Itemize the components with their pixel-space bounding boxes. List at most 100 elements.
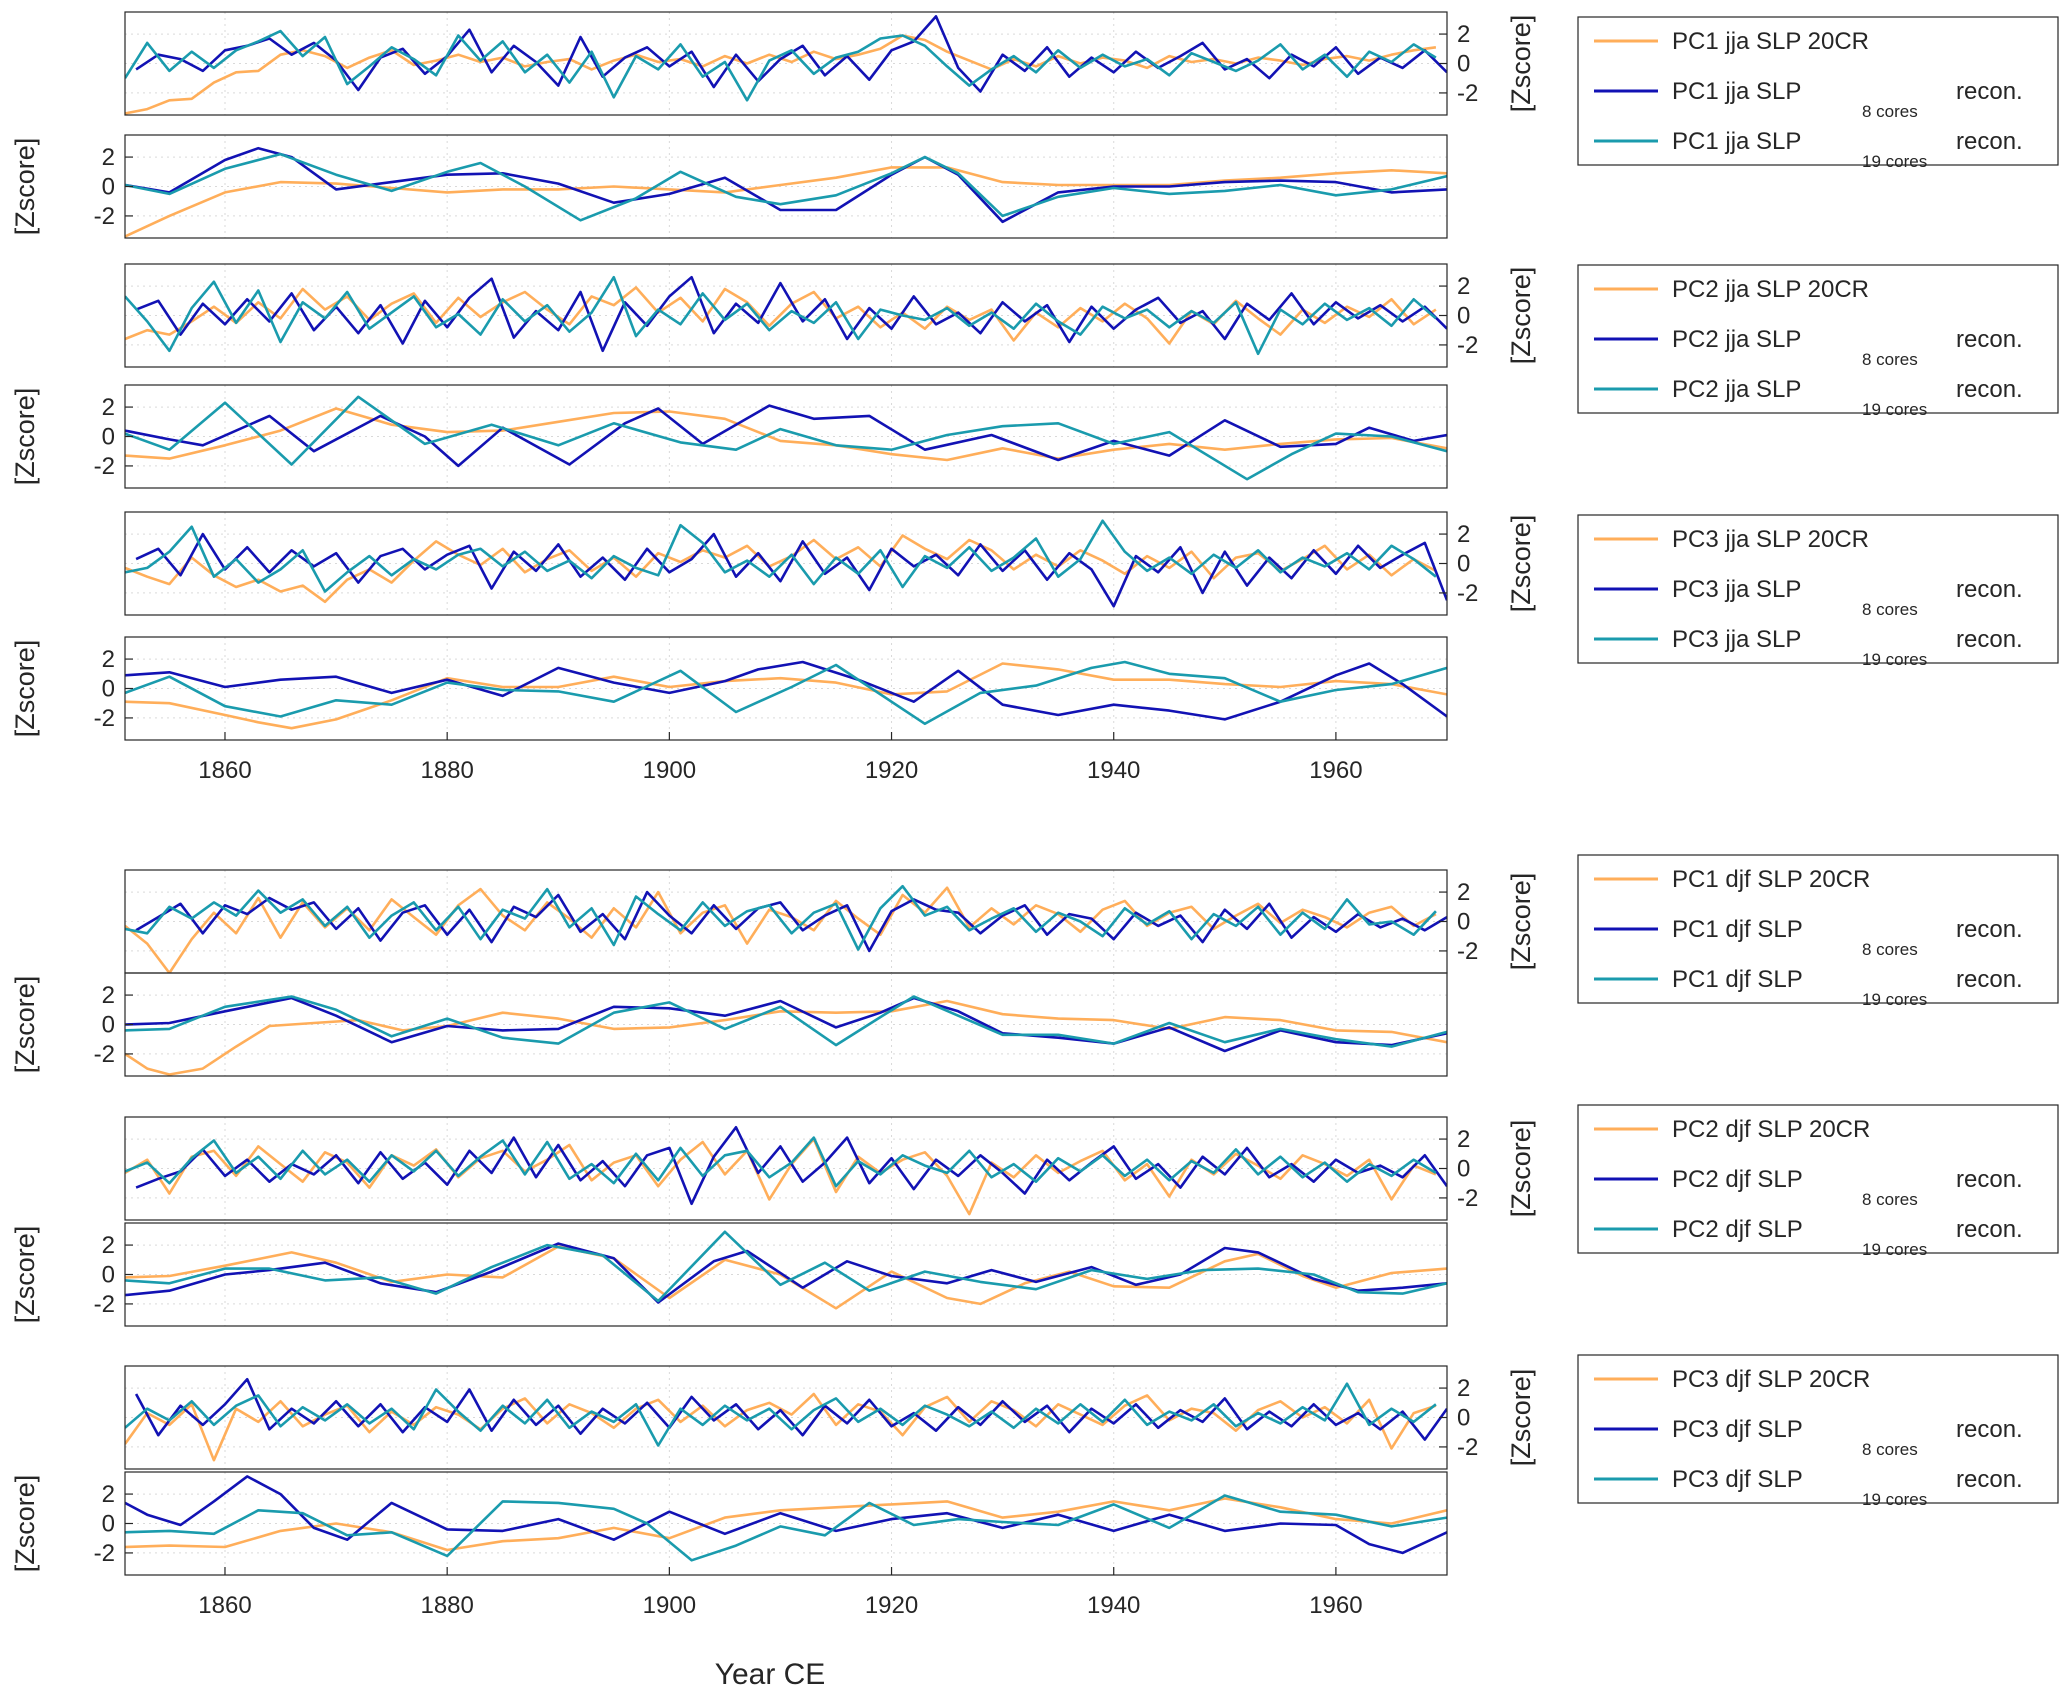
y-tick-label: -2: [94, 1291, 115, 1318]
series-line: [135, 890, 1447, 953]
y-tick-label: 0: [102, 1262, 115, 1289]
series-line: [125, 660, 1447, 726]
series-line: [125, 996, 1447, 1053]
y-axis-label: [Zscore]: [10, 1226, 40, 1324]
legend-label: PC2 jja SLP 20CR: [1672, 276, 1869, 303]
y-tick-label: 2: [102, 1481, 115, 1508]
legend-subscript: 19 cores: [1862, 1240, 1927, 1259]
series-line: [125, 1242, 1447, 1304]
panel: -20 2 [Zscore]: [124, 511, 1536, 616]
legend-label: PC3 djf SLP: [1672, 1416, 1803, 1443]
legend-label: PC1 djf SLP: [1672, 966, 1803, 993]
y-tick-label: 2: [1457, 521, 1470, 548]
legend: PC3 jja SLP 20CR PC3 jja SLP 8 cores recon.…: [1577, 514, 2059, 669]
legend-label: PC1 djf SLP 20CR: [1672, 866, 1870, 893]
panel: -20 2 [Zscore] 1860 1880 1900 1920 1940 1960: [10, 1471, 1448, 1619]
series-line: [125, 999, 1447, 1076]
y-tick-label: 0: [102, 1012, 115, 1039]
y-tick-label: -2: [94, 453, 115, 480]
legend-subscript: 19 cores: [1862, 400, 1927, 419]
series-line: [125, 1494, 1447, 1562]
legend-suffix: recon.: [1956, 1416, 2023, 1443]
panel: -20 2 [Zscore]: [124, 1365, 1536, 1470]
y-axis-label: [Zscore]: [1506, 873, 1536, 971]
legend-label: PC3 jja SLP: [1672, 626, 1801, 653]
series-line: [125, 1230, 1447, 1303]
legend-subscript: 19 cores: [1862, 152, 1927, 171]
series-line: [125, 519, 1437, 593]
series-line: [125, 660, 1447, 721]
series-line: [125, 534, 1437, 604]
y-tick-label: -2: [1457, 1185, 1478, 1212]
y-tick-label: 2: [102, 646, 115, 673]
y-axis-label: [Zscore]: [10, 1475, 40, 1573]
legend-subscript: 19 cores: [1862, 990, 1927, 1009]
y-tick-label: 2: [1457, 1375, 1470, 1402]
y-axis-label: [Zscore]: [1506, 1369, 1536, 1467]
x-axis-title: Year CE: [715, 1658, 826, 1691]
y-tick-label: -2: [94, 705, 115, 732]
legend-suffix: recon.: [1956, 1466, 2023, 1493]
y-tick-label: -2: [94, 203, 115, 230]
legend-label: PC2 djf SLP: [1672, 1216, 1803, 1243]
series-line: [125, 166, 1447, 238]
legend-suffix: recon.: [1956, 626, 2023, 653]
panel: -20 2 [Zscore]: [10, 972, 1448, 1077]
legend-subscript: 19 cores: [1862, 1490, 1927, 1509]
series-line: [125, 1137, 1437, 1216]
y-tick-label: 0: [1457, 1405, 1470, 1432]
x-tick-label: 1900: [643, 1592, 696, 1619]
panel: -20 2 [Zscore]: [124, 11, 1536, 116]
legend: PC1 jja SLP 20CR PC1 jja SLP 8 cores recon.…: [1577, 16, 2059, 171]
series-line: [135, 532, 1447, 608]
y-tick-label: 2: [102, 144, 115, 171]
legend-label: PC2 jja SLP: [1672, 376, 1801, 403]
legend-subscript: 8 cores: [1862, 102, 1918, 121]
legend: PC2 djf SLP 20CR PC2 djf SLP 8 cores recon.…: [1577, 1104, 2059, 1259]
y-tick-label: 2: [1457, 273, 1470, 300]
y-axis-label: [Zscore]: [1506, 15, 1536, 113]
y-tick-label: 0: [102, 676, 115, 703]
y-tick-label: 2: [1457, 21, 1470, 48]
y-tick-label: 0: [1457, 1156, 1470, 1183]
x-tick-label: 1940: [1087, 757, 1140, 784]
y-tick-label: 0: [102, 1511, 115, 1538]
series-line: [125, 34, 1437, 115]
y-tick-label: -2: [1457, 938, 1478, 965]
legend-label: PC2 djf SLP: [1672, 1166, 1803, 1193]
y-tick-label: 0: [1457, 909, 1470, 936]
panel: -20 2 [Zscore]: [124, 263, 1536, 368]
legend-suffix: recon.: [1956, 376, 2023, 403]
legend-subscript: 19 cores: [1862, 650, 1927, 669]
y-tick-label: 2: [102, 394, 115, 421]
legend: PC3 djf SLP 20CR PC3 djf SLP 8 cores recon.…: [1577, 1354, 2059, 1509]
legend-label: PC1 jja SLP: [1672, 128, 1801, 155]
series-line: [125, 1382, 1437, 1447]
legend-subscript: 8 cores: [1862, 940, 1918, 959]
series-line: [125, 662, 1447, 730]
legend-suffix: recon.: [1956, 78, 2023, 105]
legend-suffix: recon.: [1956, 128, 2023, 155]
legend: PC1 djf SLP 20CR PC1 djf SLP 8 cores recon.…: [1577, 854, 2059, 1009]
panel: -20 2 [Zscore]: [10, 1222, 1448, 1327]
y-tick-label: 2: [1457, 879, 1470, 906]
legend-suffix: recon.: [1956, 1166, 2023, 1193]
series-line: [134, 1377, 1447, 1441]
y-axis-label: [Zscore]: [10, 640, 40, 738]
y-tick-label: 0: [102, 174, 115, 201]
legend-label: PC3 djf SLP 20CR: [1672, 1366, 1870, 1393]
y-axis-label: [Zscore]: [10, 138, 40, 236]
x-tick-label: 1880: [420, 757, 473, 784]
y-tick-label: 0: [1457, 303, 1470, 330]
y-tick-label: -2: [1457, 80, 1478, 107]
y-tick-label: 2: [102, 982, 115, 1009]
x-tick-label: 1960: [1309, 757, 1362, 784]
panel: -20 2 [Zscore]: [124, 869, 1536, 974]
x-tick-label: 1960: [1309, 1592, 1362, 1619]
series-line: [125, 29, 1437, 102]
y-axis-label: [Zscore]: [10, 976, 40, 1074]
panel: -20 2 [Zscore]: [10, 134, 1448, 239]
legend-subscript: 8 cores: [1862, 1440, 1918, 1459]
y-tick-label: -2: [94, 1540, 115, 1567]
